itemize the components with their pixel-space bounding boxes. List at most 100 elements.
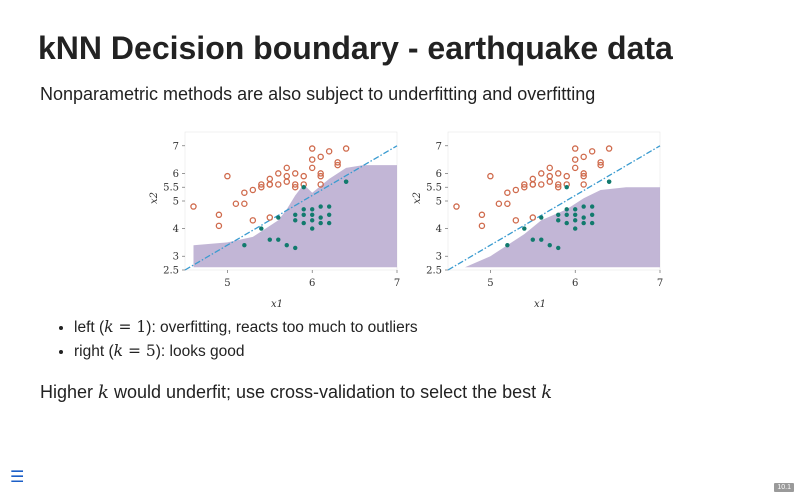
hamburger-menu-icon[interactable]: ☰ <box>10 469 25 486</box>
y-tick-label: 5 <box>436 197 442 208</box>
data-point-class-b <box>293 212 298 217</box>
data-point-class-b <box>259 226 264 231</box>
y-tick-label: 7 <box>173 141 179 152</box>
data-point-class-b <box>276 237 281 242</box>
data-point-class-a <box>283 164 291 172</box>
data-point-class-b <box>539 237 544 242</box>
y-tick-label: 5 <box>173 197 179 208</box>
data-point-class-a <box>554 181 562 188</box>
data-point-class-a <box>580 170 587 177</box>
closing-part2: would underfit; use cross-validation to … <box>108 382 542 402</box>
slide-subtitle: Nonparametric methods are also subject t… <box>40 84 596 104</box>
data-point-class-b <box>547 242 552 248</box>
bullet-right-panel: right (k = 5): looks good <box>74 342 418 361</box>
data-point-class-b <box>326 220 332 226</box>
bullet-left-suffix: ): overfitting, reacts too much to outli… <box>146 319 418 336</box>
data-point-class-a <box>521 181 528 188</box>
data-point-class-b <box>522 226 527 231</box>
data-point-class-a <box>571 156 579 163</box>
data-point-class-a <box>266 181 274 188</box>
data-point-class-b <box>556 245 561 251</box>
data-point-class-b <box>564 220 569 226</box>
data-point-class-b <box>343 179 349 184</box>
data-point-class-a <box>300 172 307 180</box>
data-point-class-b <box>293 218 298 223</box>
data-point-class-b <box>505 242 510 248</box>
linear-boundary-line <box>447 145 661 271</box>
data-point-class-a <box>317 170 324 177</box>
data-point-class-a <box>512 186 520 194</box>
data-point-class-a <box>478 222 486 230</box>
y-tick-label: 6 <box>436 169 442 180</box>
data-point-class-b <box>318 215 323 220</box>
x-tick-label: 6 <box>309 278 315 289</box>
page-number: 10.1 <box>774 483 794 492</box>
data-point-class-b <box>301 220 306 226</box>
data-point-class-b <box>581 215 586 220</box>
data-point-class-b <box>310 207 315 212</box>
closing-statement: Higher k would underfit; use cross-valid… <box>40 382 552 403</box>
data-point-class-a <box>342 145 350 152</box>
data-point-class-a <box>512 217 520 224</box>
y-tick-label: 4 <box>173 224 179 235</box>
data-point-class-a <box>291 170 299 177</box>
k-value: 1 <box>136 318 147 336</box>
x-tick-label: 7 <box>394 278 400 289</box>
data-point-class-a <box>283 172 291 180</box>
y-tick-label: 4 <box>436 224 442 235</box>
data-point-class-a <box>580 153 587 161</box>
data-point-class-a <box>529 181 537 188</box>
data-point-class-a <box>308 164 316 172</box>
data-point-class-a <box>215 211 223 219</box>
data-point-class-a <box>190 203 197 210</box>
x-axis-label: x1 <box>271 299 283 310</box>
data-point-class-a <box>275 170 282 177</box>
k-symbol: k <box>104 318 114 336</box>
data-point-class-b <box>589 212 595 217</box>
data-point-class-a <box>521 183 528 191</box>
data-point-class-a <box>232 200 240 208</box>
closing-part1: Higher <box>40 382 99 402</box>
decision-boundary-figure: 5 6 7 2.5 3 4 5 5.5 6 7 x1 x2 5 6 7 2.5 3 4 5 5.5 6 7 x1 x2 <box>149 131 663 310</box>
k-symbol: k <box>541 382 553 403</box>
data-point-class-b <box>301 212 306 217</box>
k-symbol: k <box>98 382 109 403</box>
bullet-left-prefix: left ( <box>74 319 105 336</box>
data-point-class-b <box>326 212 332 217</box>
data-point-class-a <box>597 159 604 166</box>
data-point-class-a <box>597 161 604 169</box>
data-point-class-a <box>478 211 486 219</box>
data-point-class-b <box>573 212 578 217</box>
data-point-class-b <box>318 204 323 209</box>
data-point-class-a <box>453 203 460 210</box>
data-point-class-a <box>546 172 554 180</box>
data-point-class-b <box>564 212 569 217</box>
data-point-class-a <box>317 181 324 188</box>
x-tick-label: 5 <box>224 278 230 289</box>
data-point-class-a <box>215 222 223 230</box>
data-point-class-b <box>589 220 595 226</box>
left-panel: 5 6 7 2.5 3 4 5 5.5 6 7 x1 x2 <box>149 131 400 310</box>
data-point-class-a <box>224 172 231 180</box>
data-point-class-a <box>504 200 511 208</box>
data-point-class-a <box>495 200 503 208</box>
data-point-class-b <box>589 204 595 209</box>
data-point-class-b <box>539 215 544 220</box>
data-point-class-b <box>267 237 272 242</box>
data-point-class-a <box>249 186 257 194</box>
data-point-class-a <box>241 200 248 208</box>
data-point-class-b <box>276 215 281 220</box>
data-point-class-b <box>301 185 306 190</box>
data-point-class-a <box>563 172 570 180</box>
equals-sign: = <box>113 318 137 336</box>
bullet-right-suffix: ): looks good <box>155 343 245 360</box>
data-point-class-b <box>530 237 535 242</box>
data-point-class-b <box>310 218 315 223</box>
k-value: 5 <box>145 342 156 360</box>
y-tick-label: 3 <box>436 252 442 263</box>
data-point-class-b <box>556 212 561 217</box>
data-point-class-a <box>605 145 613 152</box>
data-point-class-a <box>291 183 299 191</box>
data-point-class-a <box>546 164 554 172</box>
data-point-class-b <box>310 212 315 217</box>
